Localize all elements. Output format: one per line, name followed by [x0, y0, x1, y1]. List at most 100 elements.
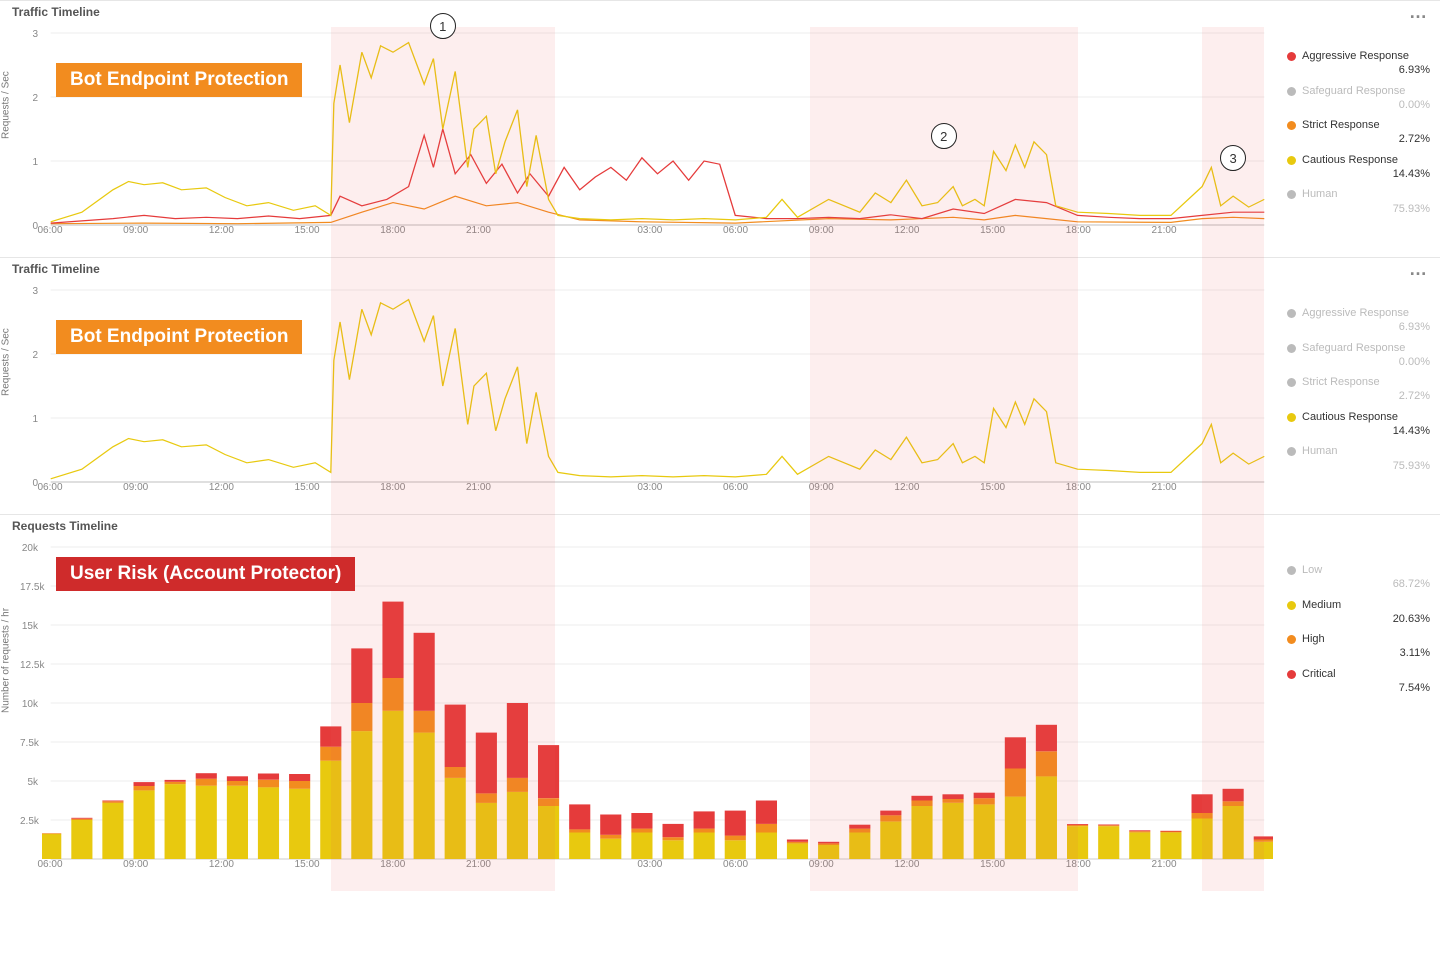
bar-segment-critical	[1036, 725, 1057, 752]
panel-menu-icon[interactable]: …	[1409, 265, 1428, 273]
x-tick-label: 18:00	[1060, 859, 1096, 870]
x-tick-label: 06:00	[32, 225, 68, 236]
series-line	[51, 129, 1265, 223]
bar-segment-critical	[476, 733, 497, 794]
bar-segment-critical	[71, 818, 92, 819]
legend-item[interactable]: Strict Response2.72%	[1287, 118, 1430, 147]
bar-segment-medium	[787, 843, 808, 859]
legend: Aggressive Response6.93% Safeguard Respon…	[1285, 278, 1440, 514]
bar-segment-high	[476, 794, 497, 803]
bar-segment-critical	[196, 773, 217, 779]
bar-segment-medium	[351, 731, 372, 859]
legend-item[interactable]: Human75.93%	[1287, 444, 1430, 473]
bar-segment-critical	[538, 745, 559, 798]
bar-segment-critical	[631, 813, 652, 829]
legend-swatch-icon	[1287, 447, 1296, 456]
bar-segment-critical	[911, 796, 932, 801]
panel-menu-icon[interactable]: …	[1409, 8, 1428, 16]
bar-segment-critical	[880, 811, 901, 816]
x-tick-label: 03:00	[632, 859, 668, 870]
y-tick-label: 2	[20, 350, 38, 361]
x-tick-label: 21:00	[1146, 482, 1182, 493]
legend-pct: 2.72%	[1302, 132, 1430, 146]
legend-item[interactable]: Safeguard Response0.00%	[1287, 84, 1430, 113]
x-tick-label: 12:00	[203, 859, 239, 870]
legend-label: Strict Response2.72%	[1302, 375, 1430, 404]
legend-item[interactable]: Medium20.63%	[1287, 598, 1430, 627]
panel-title: Traffic Timeline	[12, 262, 100, 276]
bar-segment-high	[787, 842, 808, 844]
legend-swatch-icon	[1287, 635, 1296, 644]
bar-segment-high	[351, 703, 372, 731]
bar-segment-high	[289, 781, 310, 789]
legend-swatch-icon	[1287, 121, 1296, 130]
legend-label: Critical7.54%	[1302, 667, 1430, 696]
bar-segment-critical	[942, 794, 963, 799]
x-tick-label: 09:00	[118, 859, 154, 870]
bar-segment-medium	[445, 778, 466, 859]
legend-pct: 68.72%	[1302, 577, 1430, 591]
bar-segment-medium	[476, 803, 497, 859]
bar-segment-critical	[1129, 830, 1150, 831]
legend-pct: 7.54%	[1302, 681, 1430, 695]
bar-segment-critical	[165, 780, 186, 782]
bar-segment-medium	[631, 833, 652, 860]
legend-item[interactable]: Low68.72%	[1287, 563, 1430, 592]
legend-item[interactable]: Safeguard Response0.00%	[1287, 341, 1430, 370]
bar-segment-critical	[258, 774, 279, 780]
bar-segment-high	[258, 780, 279, 788]
y-tick-label: 3	[20, 29, 38, 40]
annotation-marker: 3	[1220, 145, 1246, 171]
x-tick-label: 21:00	[1146, 859, 1182, 870]
bar-segment-critical	[320, 726, 341, 746]
bar-segment-medium	[165, 784, 186, 859]
legend-item[interactable]: Cautious Response14.43%	[1287, 410, 1430, 439]
legend-item[interactable]: Aggressive Response6.93%	[1287, 306, 1430, 335]
bar-segment-high	[1160, 832, 1181, 833]
bar-segment-critical	[227, 776, 248, 781]
bar-segment-medium	[134, 790, 155, 859]
legend-item[interactable]: Strict Response2.72%	[1287, 375, 1430, 404]
bar-segment-medium	[414, 733, 435, 859]
legend-item[interactable]: High3.11%	[1287, 632, 1430, 661]
legend-item[interactable]: Cautious Response14.43%	[1287, 153, 1430, 182]
annotation-marker: 2	[931, 123, 957, 149]
bar-segment-medium	[382, 711, 403, 859]
y-tick-label: 20k	[20, 543, 38, 554]
bar-segment-critical	[849, 825, 870, 829]
bar-segment-high	[569, 829, 590, 832]
bar-segment-critical	[694, 811, 715, 828]
legend-label: Human75.93%	[1302, 187, 1430, 216]
bar-chart	[42, 541, 1273, 881]
x-tick-label: 03:00	[632, 482, 668, 493]
bar-segment-medium	[258, 787, 279, 859]
legend-label: Human75.93%	[1302, 444, 1430, 473]
y-tick-label: 7.5k	[20, 738, 38, 749]
bar-segment-high	[694, 829, 715, 833]
bar-segment-high	[507, 778, 528, 792]
legend-swatch-icon	[1287, 87, 1296, 96]
x-tick-label: 18:00	[375, 225, 411, 236]
legend-item[interactable]: Human75.93%	[1287, 187, 1430, 216]
bar-segment-critical	[1223, 789, 1244, 802]
bar-segment-high	[1036, 751, 1057, 776]
x-tick-label: 06:00	[718, 482, 754, 493]
bar-segment-high	[445, 767, 466, 778]
legend-pct: 3.11%	[1302, 646, 1430, 660]
bar-segment-medium	[71, 820, 92, 859]
bar-segment-high	[414, 711, 435, 733]
bar-segment-critical	[102, 801, 123, 802]
bar-segment-critical	[1160, 831, 1181, 832]
bar-segment-medium	[102, 803, 123, 859]
legend-item[interactable]: Aggressive Response6.93%	[1287, 49, 1430, 78]
bar-segment-critical	[600, 815, 621, 835]
legend-item[interactable]: Critical7.54%	[1287, 667, 1430, 696]
bar-segment-medium	[663, 840, 684, 859]
bar-segment-medium	[1129, 833, 1150, 860]
x-tick-label: 09:00	[118, 482, 154, 493]
x-tick-label: 15:00	[289, 482, 325, 493]
bar-segment-medium	[1005, 797, 1026, 859]
traffic-timeline-panel-1: Traffic Timeline … Requests / Sec Bot En…	[0, 0, 1440, 257]
y-tick-label: 2.5k	[20, 816, 38, 827]
bar-segment-medium	[1160, 833, 1181, 860]
